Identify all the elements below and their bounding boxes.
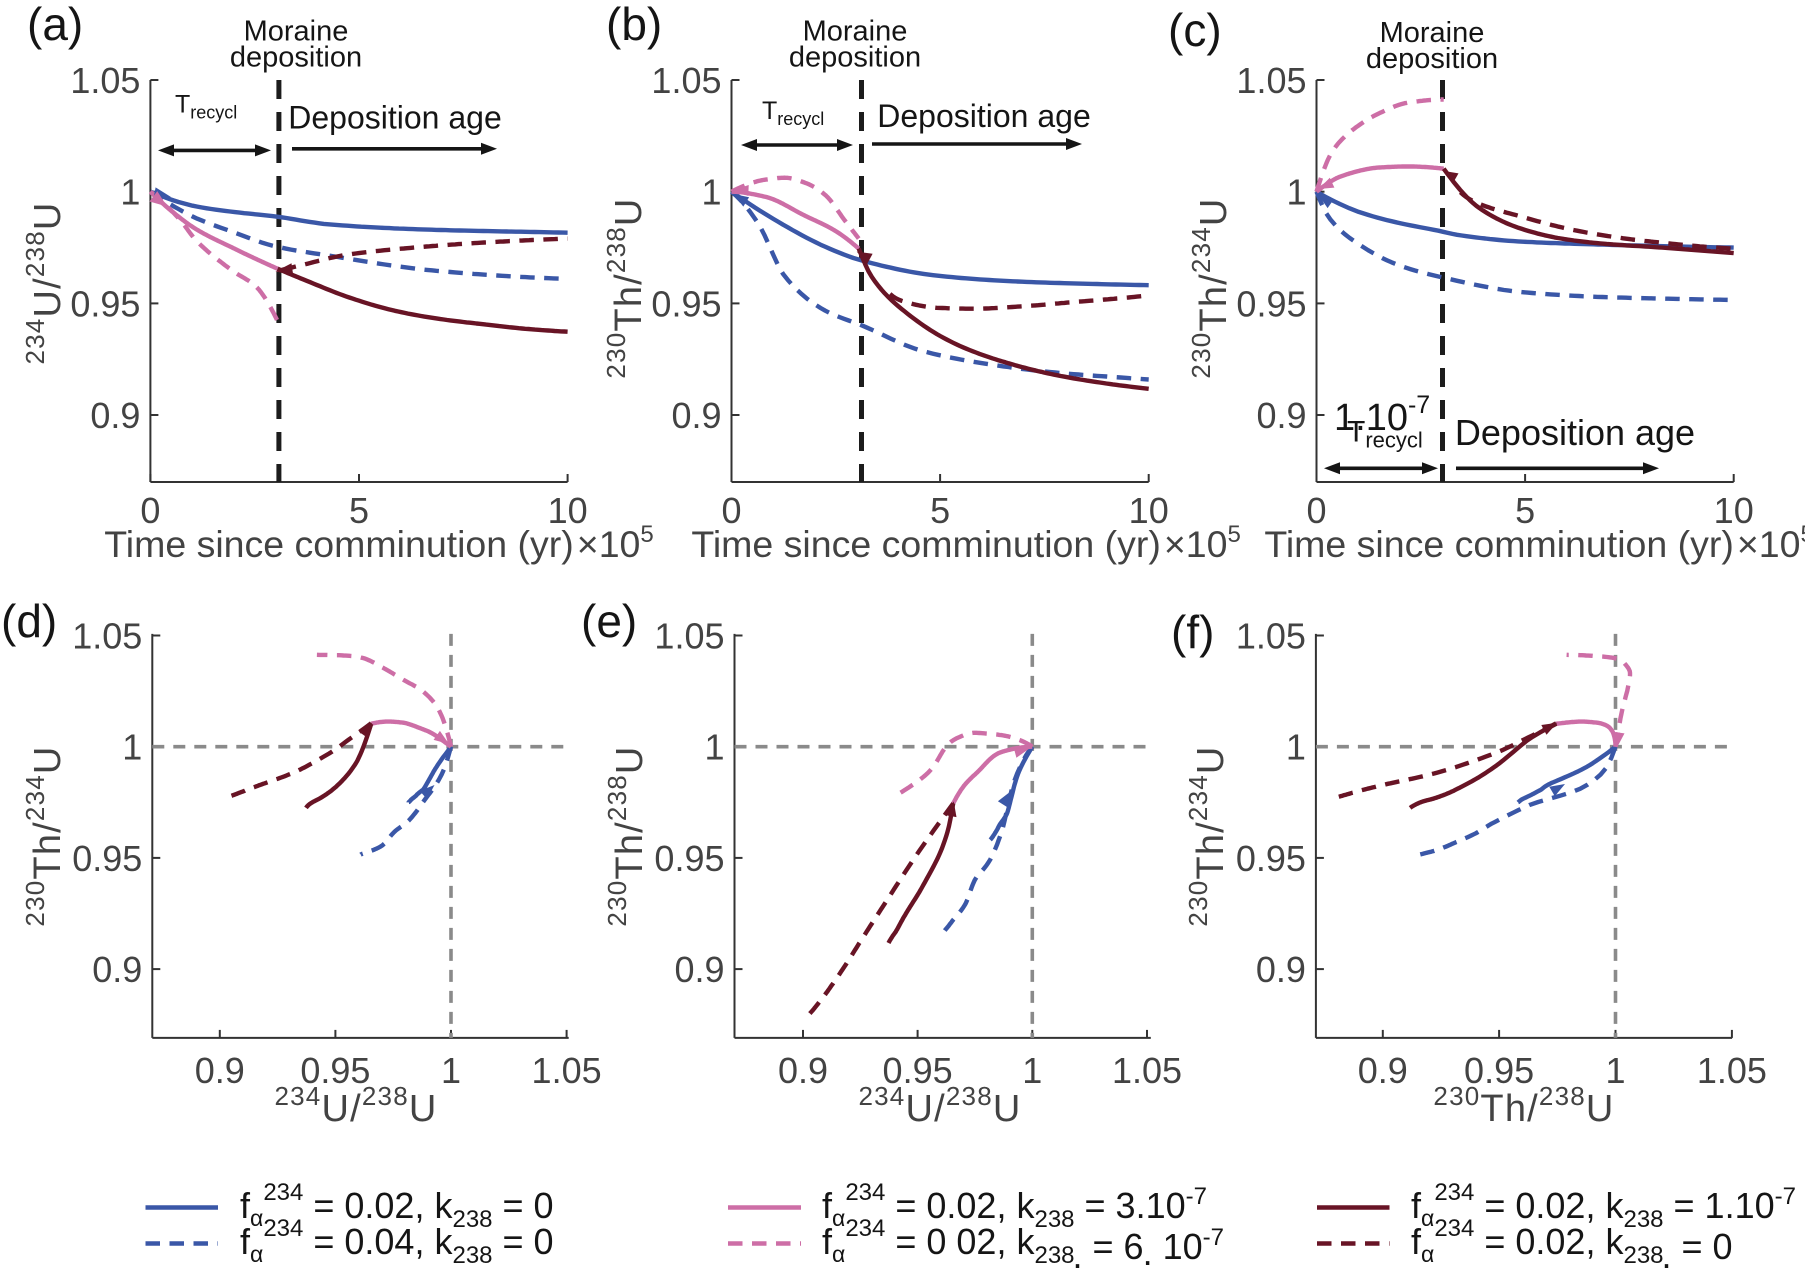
svg-text:0.9: 0.9 [1256,395,1306,436]
svg-text:10: 10 [1714,490,1754,531]
svg-text:1.05: 1.05 [651,60,721,101]
svg-text:Deposition age: Deposition age [288,100,501,136]
svg-text:230Th/238U: 230Th/238U [601,197,650,378]
svg-text:230Th/238U: 230Th/238U [1433,1081,1614,1130]
svg-text:deposition: deposition [230,41,362,73]
svg-text:0.95: 0.95 [1464,1050,1534,1091]
svg-text:0: 0 [140,490,160,531]
svg-text:1.05: 1.05 [654,616,724,657]
svg-text:fα234 = 0.04, k238 = 0: fα234 = 0.04, k238 = 0 [240,1215,554,1269]
svg-text:1: 1 [122,727,142,768]
svg-text:230Th/234U: 230Th/234U [20,745,69,926]
svg-text:0.9: 0.9 [671,395,721,436]
svg-text:1.05: 1.05 [532,1050,602,1091]
svg-text:230Th/234U: 230Th/234U [1183,745,1232,926]
svg-text:1.10-7: 1.10-7 [1334,391,1430,439]
svg-text:1.05: 1.05 [70,60,140,101]
svg-text:fα234 = 0.02, k238 = 3.10-7: fα234 = 0.02, k238 = 3.10-7 [822,1179,1207,1233]
svg-text:0.9: 0.9 [90,395,140,436]
svg-text:fα234 = 0 02, k238. = 6. 10-7: fα234 = 0 02, k238. = 6. 10-7 [822,1215,1224,1273]
svg-text:(e): (e) [581,595,637,647]
svg-text:0.9: 0.9 [674,949,724,990]
svg-text:1: 1 [1605,1050,1625,1091]
svg-text:Time since comminution (yr)×10: Time since comminution (yr)×105 [104,521,654,565]
svg-text:Moraine: Moraine [803,15,908,47]
svg-text:(b): (b) [606,0,662,50]
svg-text:10: 10 [548,490,588,531]
svg-text:(c): (c) [1168,4,1222,56]
svg-text:0.9: 0.9 [1256,949,1306,990]
svg-text:0.95: 0.95 [300,1050,370,1091]
svg-text:234U/238U: 234U/238U [274,1081,437,1130]
svg-text:1: 1 [701,172,721,213]
svg-text:1.05: 1.05 [1236,616,1306,657]
svg-text:fα234 = 0.02, k238 = 1.10-7: fα234 = 0.02, k238 = 1.10-7 [1411,1179,1796,1233]
svg-text:0.9: 0.9 [778,1050,828,1091]
svg-text:deposition: deposition [789,41,921,73]
svg-text:234U/238U: 234U/238U [858,1081,1021,1130]
svg-text:0.95: 0.95 [1236,838,1306,879]
svg-text:(d): (d) [1,595,57,647]
svg-text:0.95: 0.95 [883,1050,953,1091]
svg-text:Moraine: Moraine [244,15,349,47]
svg-text:5: 5 [349,490,369,531]
svg-text:0.95: 0.95 [1236,283,1306,324]
svg-text:1: 1 [441,1050,461,1091]
svg-text:deposition: deposition [1366,43,1498,75]
svg-text:5: 5 [1515,490,1535,531]
svg-text:(a): (a) [27,0,83,50]
svg-text:230Th/238U: 230Th/238U [602,745,651,926]
svg-text:0: 0 [721,490,741,531]
svg-text:0.95: 0.95 [72,838,142,879]
svg-text:1.05: 1.05 [1112,1050,1182,1091]
svg-text:0: 0 [1306,490,1326,531]
svg-text:0.9: 0.9 [1358,1050,1408,1091]
svg-text:1.05: 1.05 [72,616,142,657]
svg-text:Time since comminution (yr)×10: Time since comminution (yr)×105 [691,521,1241,565]
svg-text:0.9: 0.9 [195,1050,245,1091]
svg-text:Time since comminution (yr)×10: Time since comminution (yr)×105 [1264,521,1805,565]
svg-text:1: 1 [120,172,140,213]
svg-text:0.95: 0.95 [654,838,724,879]
svg-text:10: 10 [1129,490,1169,531]
svg-text:(f): (f) [1171,606,1214,658]
svg-text:Trecycl: Trecycl [762,97,824,129]
svg-text:230Th/234U: 230Th/234U [1186,197,1235,378]
svg-text:5: 5 [930,490,950,531]
svg-text:Deposition age: Deposition age [877,98,1090,134]
svg-text:fα234 = 0.02, k238 = 0: fα234 = 0.02, k238 = 0 [240,1179,554,1233]
svg-text:0.9: 0.9 [92,949,142,990]
svg-text:234U/238U: 234U/238U [20,201,69,364]
svg-text:Deposition age: Deposition age [1455,412,1695,453]
svg-text:1: 1 [1286,172,1306,213]
svg-text:0.95: 0.95 [70,283,140,324]
svg-text:Moraine: Moraine [1380,17,1485,49]
svg-text:Trecycl: Trecycl [175,91,237,123]
svg-text:1.05: 1.05 [1697,1050,1767,1091]
svg-text:0.95: 0.95 [651,283,721,324]
svg-text:1: 1 [704,727,724,768]
svg-text:1: 1 [1022,1050,1042,1091]
svg-text:1.05: 1.05 [1236,60,1306,101]
svg-text:1: 1 [1286,727,1306,768]
